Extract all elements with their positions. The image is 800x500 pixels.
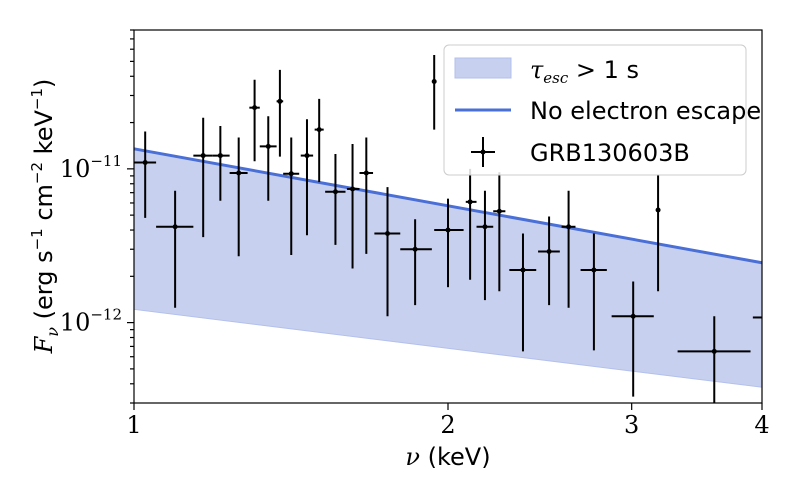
data-marker xyxy=(142,159,148,165)
data-marker xyxy=(467,199,473,205)
data-marker xyxy=(350,186,356,192)
data-point xyxy=(283,137,300,256)
data-marker xyxy=(630,313,636,319)
data-point xyxy=(400,219,432,306)
data-marker xyxy=(412,246,418,252)
data-marker xyxy=(265,143,271,149)
data-point xyxy=(259,116,277,201)
data-marker xyxy=(316,127,322,133)
data-point xyxy=(465,168,477,280)
legend: τesc > 1 s No electron escape GRB130603B xyxy=(443,44,761,176)
data-point xyxy=(346,144,360,269)
data-marker xyxy=(172,224,178,230)
data-point xyxy=(677,316,751,403)
data-marker xyxy=(252,105,258,111)
y-tick-label: 10−12 xyxy=(60,306,122,337)
data-point xyxy=(249,79,260,162)
x-tick-label: 3 xyxy=(624,411,639,439)
legend-box xyxy=(443,44,747,176)
data-point xyxy=(374,187,401,317)
data-marker xyxy=(288,171,294,177)
legend-band-swatch xyxy=(454,57,512,79)
x-axis-label: ν (keV) xyxy=(405,443,490,471)
data-point xyxy=(212,125,230,201)
legend-entry-band: τesc > 1 s xyxy=(530,56,639,87)
data-marker xyxy=(520,267,526,273)
x-tick-label: 4 xyxy=(754,411,769,439)
data-marker xyxy=(546,249,552,255)
x-tick-label: 2 xyxy=(440,411,455,439)
plot-area xyxy=(133,55,763,403)
data-marker xyxy=(711,348,717,354)
legend-entry-data: GRB130603B xyxy=(530,139,690,167)
data-marker xyxy=(385,230,391,236)
data-marker xyxy=(655,207,661,213)
legend-errorbar-dot xyxy=(480,149,486,155)
data-marker xyxy=(431,78,437,84)
data-point xyxy=(611,281,654,397)
data-marker xyxy=(496,208,502,214)
y-axis-label: Fν (erg s−1 cm−2 keV−1) xyxy=(28,79,62,355)
data-marker xyxy=(445,227,451,233)
data-point xyxy=(229,137,248,257)
data-point xyxy=(325,153,346,245)
data-point xyxy=(156,190,194,308)
data-marker xyxy=(200,153,206,159)
data-point xyxy=(276,69,284,157)
data-point xyxy=(434,198,464,288)
data-point xyxy=(655,174,661,292)
data-point xyxy=(538,216,560,306)
data-point xyxy=(431,55,437,130)
data-point xyxy=(509,233,537,352)
data-point xyxy=(134,131,157,218)
data-marker xyxy=(591,267,597,273)
data-marker xyxy=(236,170,242,176)
data-marker xyxy=(332,189,338,195)
data-point xyxy=(314,98,324,183)
data-point xyxy=(561,190,576,308)
data-marker xyxy=(363,170,369,176)
y-tick-label: 10−11 xyxy=(60,152,122,183)
axis-ticks: 1 2 3 4 10−12 10−11 xyxy=(60,29,770,439)
data-point xyxy=(359,137,374,254)
data-marker xyxy=(304,153,310,159)
legend-entry-line: No electron escape xyxy=(530,97,761,125)
data-point xyxy=(493,172,506,292)
data-marker xyxy=(277,98,283,104)
data-marker xyxy=(482,224,488,230)
data-point xyxy=(476,190,494,301)
data-point xyxy=(580,233,607,351)
data-marker xyxy=(566,224,572,230)
data-point xyxy=(193,117,213,238)
x-tick-label: 1 xyxy=(126,411,141,439)
data-marker xyxy=(217,153,223,159)
data-point xyxy=(300,119,314,236)
